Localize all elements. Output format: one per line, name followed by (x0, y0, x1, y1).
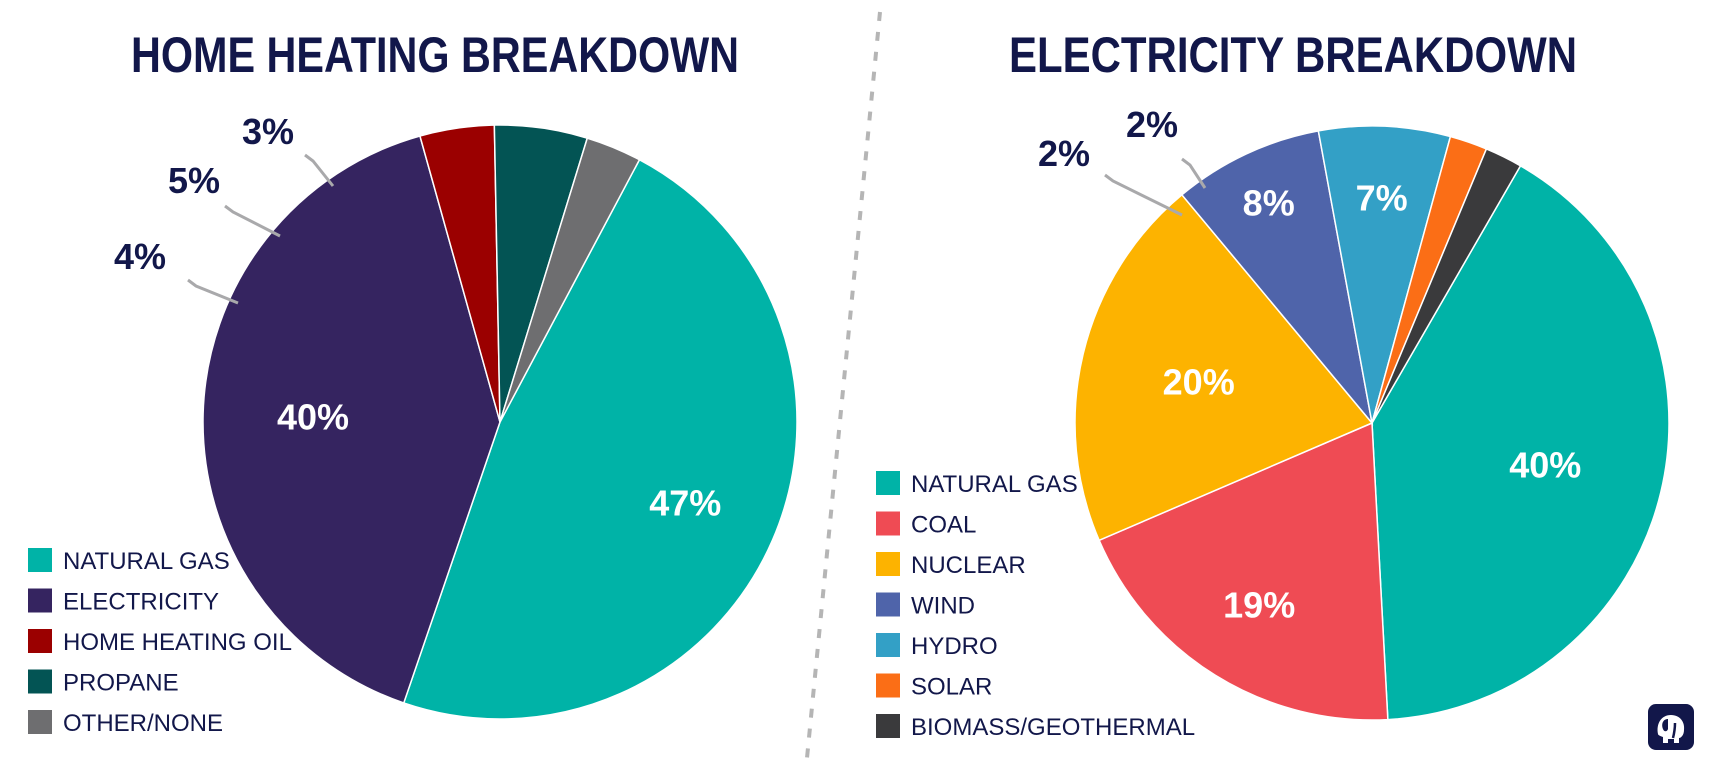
legend-label-coal: COAL (911, 512, 976, 539)
legend-swatch-propane (28, 669, 52, 694)
slice-value-label-home-heating-oil: 4% (114, 236, 166, 277)
legend-swatch-solar (876, 673, 900, 698)
legend-label-propane: PROPANE (63, 670, 179, 697)
legend-label-electricity: ELECTRICITY (63, 589, 219, 616)
legend-label-natural-gas: NATURAL GAS (63, 548, 230, 575)
chart-title-home-heating: HOME HEATING BREAKDOWN (131, 27, 739, 83)
legend-swatch-hydro (876, 633, 900, 657)
pie-slice-other-none (499, 137, 641, 423)
pie-chart-electricity: 40% 19% 20% 8% 7% 2% 2% (1038, 104, 1670, 721)
legend-label-biomass-geothermal: BIOMASS/GEOTHERMAL (911, 714, 1195, 741)
pie-slice-natural-gas (1371, 164, 1670, 721)
legend-swatch-biomass-geothermal (876, 714, 900, 738)
pie-slice-coal (1098, 421, 1389, 721)
legend-swatch-coal (876, 511, 900, 536)
pie-slice-nuclear (1074, 193, 1374, 542)
pie-slice-electricity (202, 135, 501, 704)
callout-leader-line (224, 204, 281, 238)
pie-slice-natural-gas (402, 158, 798, 720)
chart-title-electricity: ELECTRICITY BREAKDOWN (1009, 27, 1577, 83)
slice-value-label-coal: 19% (1223, 585, 1295, 626)
slice-value-label-wind: 8% (1243, 183, 1295, 224)
slice-value-label-hydro: 7% (1356, 178, 1408, 219)
legend-home-heating: NATURAL GAS ELECTRICITY HOME HEATING OIL PR… (28, 548, 292, 737)
slice-value-label-solar: 2% (1038, 133, 1090, 174)
legend-label-other-none: OTHER/NONE (63, 710, 223, 737)
legend-label-solar: SOLAR (911, 674, 992, 701)
legend-swatch-nuclear (876, 552, 900, 576)
legend-swatch-other-none (28, 710, 52, 734)
legend-label-wind: WIND (911, 593, 975, 620)
callout-leader-line (1181, 157, 1207, 189)
callout-leader-line (304, 153, 335, 187)
slice-value-label-natural-gas: 47% (649, 482, 721, 523)
slice-value-label-other-none: 3% (242, 111, 294, 152)
slice-value-label-nuclear: 20% (1163, 362, 1235, 403)
slice-value-label-biomass-geothermal: 2% (1126, 104, 1178, 145)
legend-swatch-wind (876, 592, 900, 617)
divider-dashed-line (805, 11, 882, 759)
legend-swatch-natural-gas (28, 548, 52, 572)
legend-swatch-natural-gas (876, 471, 900, 495)
pie-slice-wind (1180, 130, 1374, 426)
legend-swatch-electricity (28, 588, 52, 613)
slice-value-label-propane: 5% (168, 160, 220, 201)
slice-value-label-electricity: 40% (277, 397, 349, 438)
legend-label-natural-gas: NATURAL GAS (911, 471, 1078, 498)
pie-slice-hydro (1317, 125, 1452, 424)
legend-label-hydro: HYDRO (911, 633, 998, 660)
pie-chart-home-heating: 47% 40% 4%5% 3% (114, 111, 798, 720)
slice-value-label-natural-gas: 40% (1509, 445, 1581, 486)
legend-label-nuclear: NUCLEAR (911, 552, 1026, 579)
legend-label-home-heating-oil: HOME HEATING OIL (63, 629, 292, 656)
callout-leader-line (187, 278, 239, 305)
elephant-logo-icon (1648, 704, 1694, 750)
pie-slice-biomass-geothermal (1371, 147, 1522, 424)
legend-electricity: NATURAL GAS COAL NUCLEAR WIND HYDRO SOLAR BIOM… (876, 471, 1195, 741)
callout-leader-line (1104, 173, 1183, 217)
legend-swatch-home-heating-oil (28, 629, 52, 653)
